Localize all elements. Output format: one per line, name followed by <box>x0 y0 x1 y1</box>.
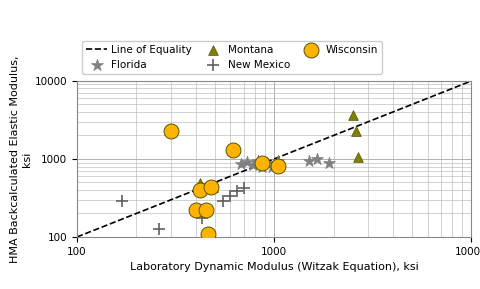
Montana <box>348 112 356 117</box>
New Mexico <box>198 216 205 220</box>
Y-axis label: HMA Backcalculated Elastic Modulus,
ksi: HMA Backcalculated Elastic Modulus, ksi <box>10 55 32 263</box>
Wisconsin <box>202 208 209 213</box>
Montana <box>209 184 216 189</box>
New Mexico <box>155 227 162 232</box>
Florida <box>304 158 312 163</box>
Florida <box>263 160 270 165</box>
New Mexico <box>233 188 240 193</box>
New Mexico <box>118 199 126 203</box>
New Mexico <box>219 199 227 203</box>
Legend: Line of Equality, Florida, Montana, New Mexico, Wisconsin: Line of Equality, Florida, Montana, New … <box>82 41 381 74</box>
Florida <box>258 165 265 170</box>
Wisconsin <box>204 231 211 236</box>
X-axis label: Laboratory Dynamic Modulus (Witzak Equation), ksi: Laboratory Dynamic Modulus (Witzak Equat… <box>130 262 418 272</box>
Florida <box>267 164 275 169</box>
Montana <box>196 181 204 186</box>
Montana <box>353 155 361 160</box>
Florida <box>249 162 256 167</box>
Florida <box>312 157 320 161</box>
Wisconsin <box>229 148 237 152</box>
New Mexico <box>226 193 234 198</box>
Wisconsin <box>258 161 265 166</box>
New Mexico <box>239 185 247 190</box>
Wisconsin <box>274 163 282 168</box>
Montana <box>351 128 359 133</box>
Wisconsin <box>207 184 215 189</box>
Wisconsin <box>167 128 175 133</box>
Montana <box>204 185 211 190</box>
Florida <box>274 158 282 163</box>
Florida <box>243 160 251 164</box>
Wisconsin <box>196 188 204 192</box>
Wisconsin <box>192 208 199 213</box>
Florida <box>254 158 262 163</box>
Florida <box>324 160 332 165</box>
Florida <box>237 162 244 166</box>
Montana <box>200 185 207 190</box>
